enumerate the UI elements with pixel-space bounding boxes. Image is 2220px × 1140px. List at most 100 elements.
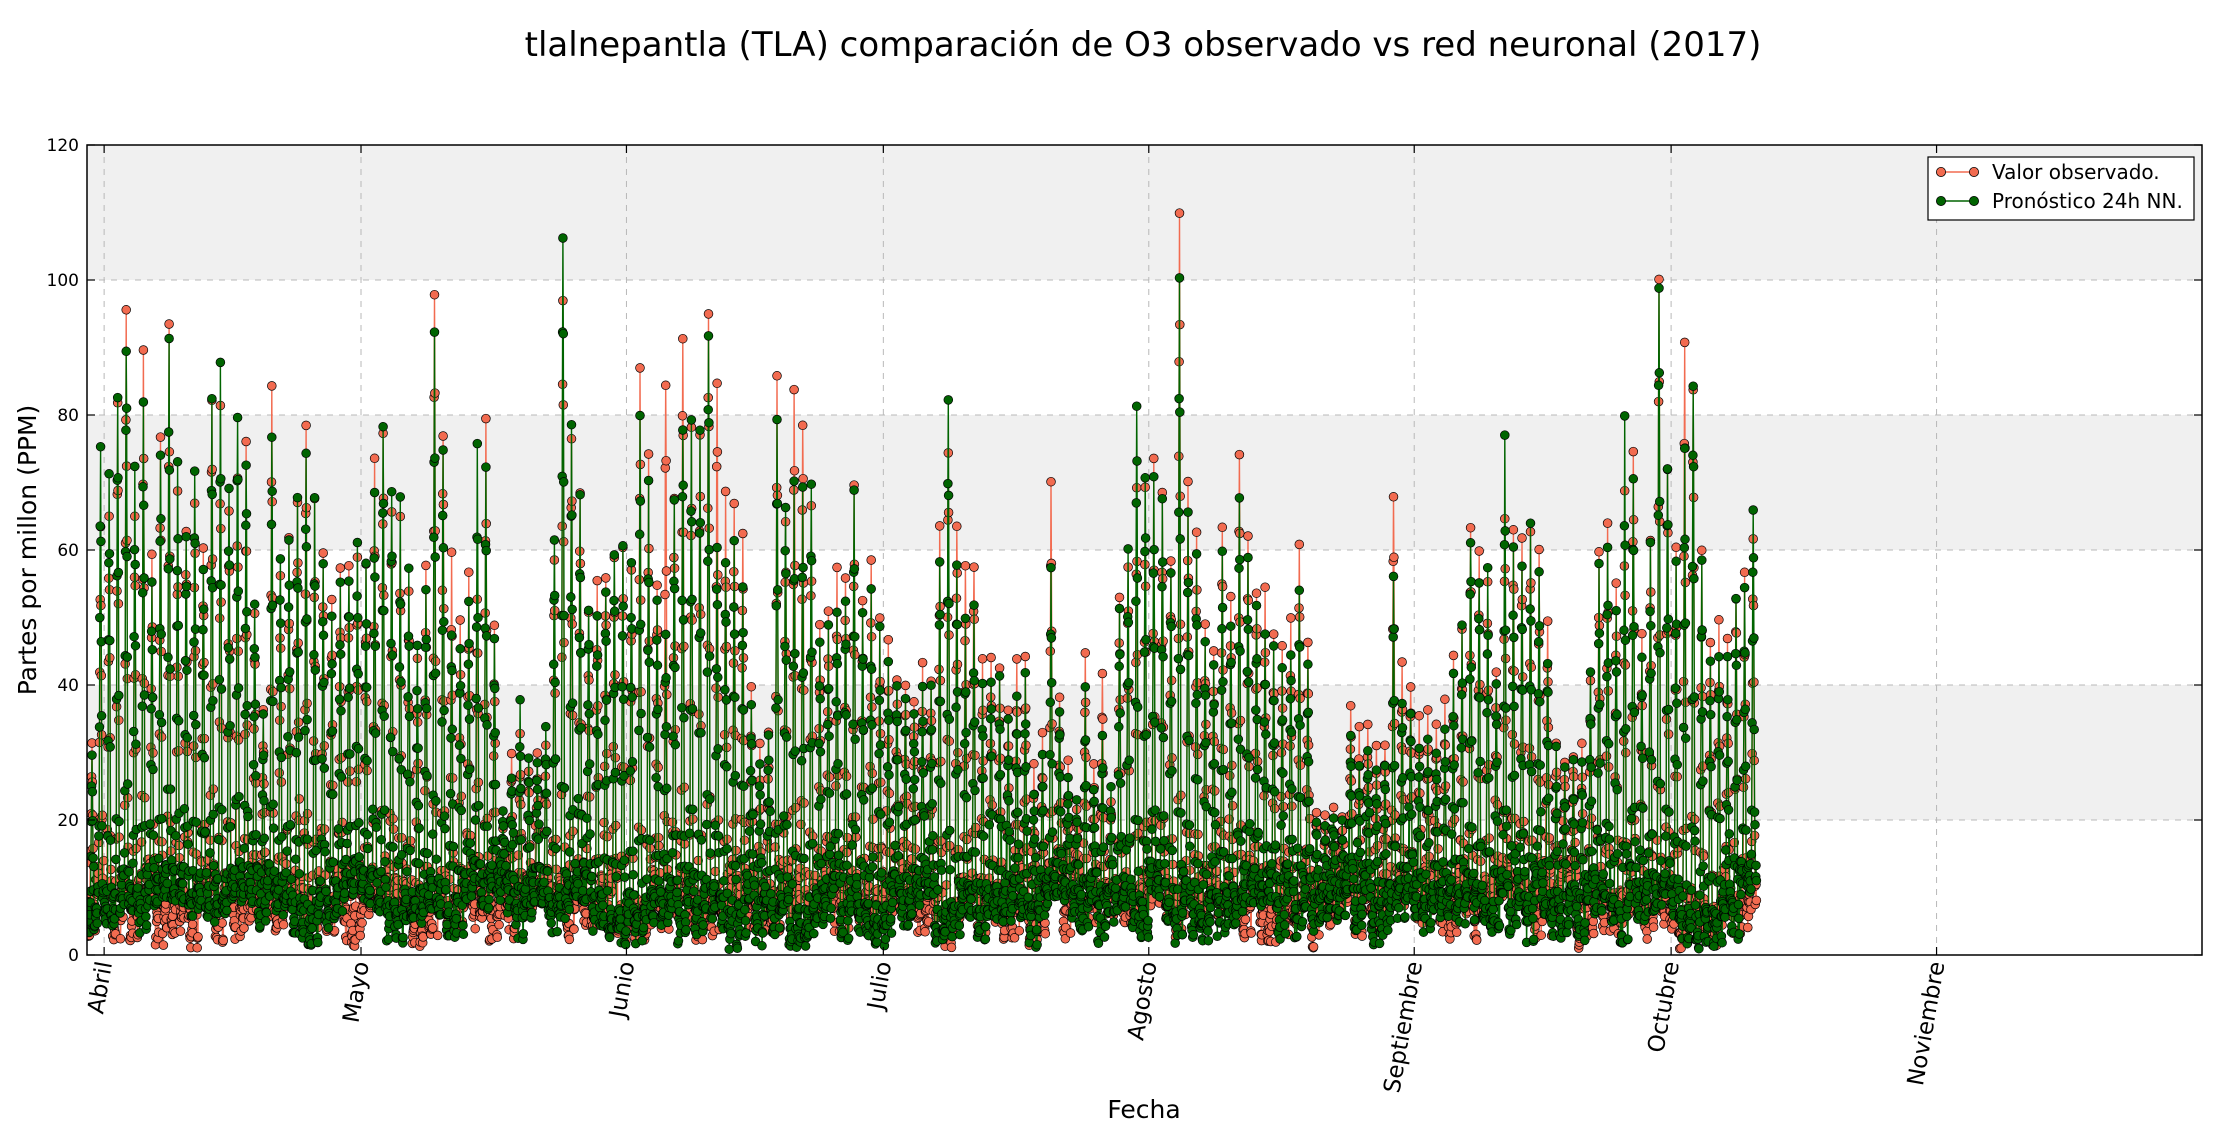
- data-point: [357, 918, 367, 928]
- data-point: [138, 345, 149, 355]
- data-point: [1705, 637, 1716, 648]
- data-point: [147, 577, 157, 587]
- data-point: [712, 447, 723, 457]
- data-point: [122, 779, 133, 789]
- data-point: [124, 867, 134, 877]
- data-point: [148, 830, 159, 840]
- data-point: [122, 551, 132, 562]
- data-point: [1251, 588, 1262, 598]
- data-point: [141, 920, 152, 930]
- data-point: [464, 567, 474, 577]
- data-point: [355, 930, 366, 941]
- data-point: [156, 629, 166, 639]
- data-point: [95, 441, 106, 452]
- data-point: [1098, 714, 1108, 724]
- data-point: [1268, 629, 1279, 639]
- data-point: [1451, 927, 1462, 938]
- data-point: [1637, 628, 1647, 639]
- data-point: [1166, 556, 1176, 566]
- data-point: [89, 861, 99, 872]
- data-point: [105, 742, 115, 752]
- data-point: [139, 573, 149, 583]
- data-point: [832, 562, 842, 573]
- data-point: [113, 567, 124, 578]
- data-point: [661, 455, 671, 466]
- data-point: [95, 521, 105, 531]
- data-point: [141, 911, 151, 922]
- data-point: [97, 821, 107, 831]
- data-point: [1431, 719, 1442, 730]
- data-point: [652, 580, 662, 590]
- data-point: [661, 566, 672, 576]
- data-point: [104, 548, 115, 559]
- data-point: [156, 514, 166, 524]
- data-point: [1371, 740, 1382, 751]
- data-point: [105, 635, 115, 646]
- data-point: [131, 739, 141, 749]
- data-point: [147, 549, 157, 560]
- data-point: [318, 548, 328, 558]
- data-point: [165, 554, 175, 564]
- data-point: [113, 473, 123, 483]
- data-point: [1149, 453, 1159, 464]
- data-point: [105, 835, 116, 845]
- data-point: [164, 319, 174, 329]
- data-point: [1311, 807, 1322, 818]
- data-point: [181, 531, 191, 542]
- data-point: [155, 432, 166, 442]
- data-point: [172, 457, 183, 467]
- data-point: [111, 854, 121, 865]
- data-point: [146, 626, 157, 637]
- data-point: [432, 930, 443, 941]
- data-point: [182, 665, 192, 675]
- data-point: [327, 594, 337, 605]
- data-point: [153, 853, 164, 864]
- data-point: [1423, 705, 1433, 715]
- data-point: [218, 935, 229, 946]
- data-point: [729, 498, 739, 509]
- data-point: [155, 450, 166, 460]
- data-point: [344, 560, 354, 571]
- data-point: [130, 640, 141, 651]
- data-point: [446, 547, 457, 557]
- data-point: [1628, 446, 1639, 457]
- data-point: [129, 544, 140, 555]
- data-point: [163, 652, 173, 663]
- data-point: [429, 289, 440, 300]
- data-point: [88, 853, 98, 863]
- data-point: [96, 536, 106, 547]
- data-point: [1200, 619, 1210, 629]
- data-point: [703, 309, 714, 319]
- data-point: [969, 562, 979, 572]
- data-point: [934, 521, 945, 531]
- data-point: [121, 403, 132, 413]
- data-point: [635, 363, 645, 373]
- data-point: [660, 589, 670, 600]
- data-point: [130, 461, 140, 472]
- data-point: [112, 392, 123, 403]
- data-point: [1714, 615, 1724, 625]
- data-point: [1037, 727, 1048, 738]
- data-point: [138, 500, 149, 511]
- data-point: [789, 384, 799, 395]
- data-point: [175, 926, 186, 936]
- data-point: [146, 704, 156, 714]
- data-point: [156, 717, 167, 728]
- data-point: [489, 620, 500, 631]
- data-point: [1354, 721, 1365, 732]
- data-point: [163, 427, 174, 437]
- data-point: [532, 748, 543, 758]
- data-point: [1003, 705, 1013, 716]
- data-point: [130, 559, 140, 570]
- data-point: [1260, 582, 1270, 592]
- data-point: [149, 863, 159, 873]
- data-point: [1243, 531, 1253, 541]
- data-point: [643, 449, 654, 459]
- data-point: [1089, 759, 1099, 769]
- data-point: [1405, 682, 1416, 692]
- data-point: [1588, 928, 1599, 939]
- data-point: [1191, 527, 1202, 537]
- data-point: [121, 305, 131, 315]
- data-point: [1577, 738, 1587, 749]
